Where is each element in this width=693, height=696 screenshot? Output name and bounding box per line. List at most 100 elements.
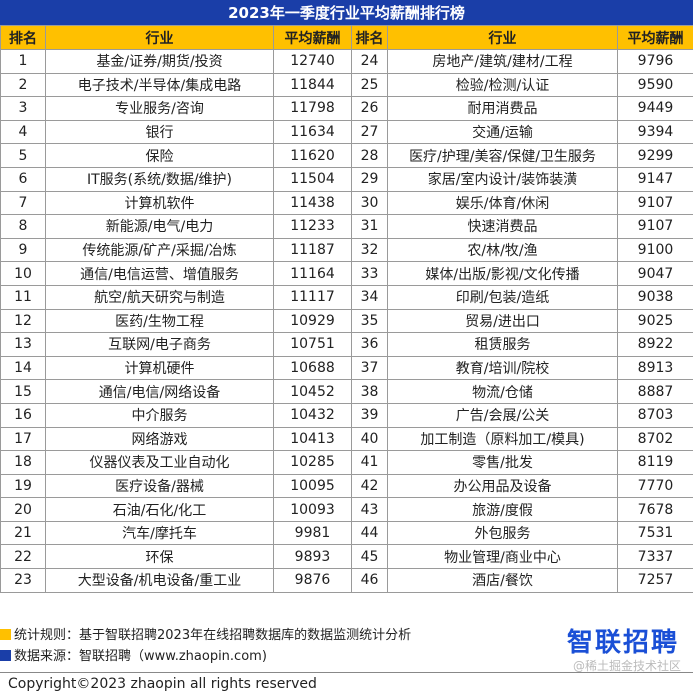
copyright: Copyright©2023 zhaopin all rights reserv…: [0, 672, 693, 695]
rank-cell-right: 24: [352, 50, 388, 74]
industry-cell-right: 农/林/牧/渔: [388, 238, 618, 262]
salary-cell-right: 9449: [618, 97, 693, 121]
industry-cell-right: 旅游/度假: [388, 498, 618, 522]
rank-cell-right: 46: [352, 569, 388, 593]
salary-cell-right: 8119: [618, 451, 693, 475]
rank-cell-right: 30: [352, 191, 388, 215]
rank-cell-left: 6: [1, 167, 46, 191]
rank-cell-left: 7: [1, 191, 46, 215]
industry-cell-right: 交通/运输: [388, 120, 618, 144]
industry-cell-left: 计算机软件: [46, 191, 274, 215]
rank-cell-left: 19: [1, 474, 46, 498]
rank-cell-right: 40: [352, 427, 388, 451]
salary-cell-right: 8702: [618, 427, 693, 451]
rank-cell-left: 20: [1, 498, 46, 522]
industry-cell-left: 医疗设备/器械: [46, 474, 274, 498]
industry-cell-left: 环保: [46, 545, 274, 569]
industry-cell-left: 大型设备/机电设备/重工业: [46, 569, 274, 593]
industry-cell-right: 广告/会展/公关: [388, 403, 618, 427]
industry-cell-left: 银行: [46, 120, 274, 144]
rank-cell-left: 9: [1, 238, 46, 262]
rank-cell-right: 38: [352, 380, 388, 404]
rank-cell-left: 18: [1, 451, 46, 475]
rank-cell-right: 44: [352, 521, 388, 545]
industry-cell-left: 保险: [46, 144, 274, 168]
industry-cell-left: 通信/电信/网络设备: [46, 380, 274, 404]
salary-cell-left: 11844: [274, 73, 352, 97]
industry-cell-right: 教育/培训/院校: [388, 356, 618, 380]
salary-cell-right: 9796: [618, 50, 693, 74]
rank-cell-left: 3: [1, 97, 46, 121]
industry-cell-left: 网络游戏: [46, 427, 274, 451]
salary-cell-left: 9876: [274, 569, 352, 593]
rank-cell-right: 28: [352, 144, 388, 168]
salary-cell-left: 12740: [274, 50, 352, 74]
salary-cell-right: 7257: [618, 569, 693, 593]
header-rank-right: 排名: [352, 26, 388, 50]
rank-cell-left: 4: [1, 120, 46, 144]
industry-cell-right: 租赁服务: [388, 333, 618, 357]
salary-cell-left: 11634: [274, 120, 352, 144]
header-salary-left: 平均薪酬: [274, 26, 352, 50]
rank-cell-right: 35: [352, 309, 388, 333]
industry-cell-right: 耐用消费品: [388, 97, 618, 121]
rank-cell-right: 26: [352, 97, 388, 121]
salary-cell-left: 10929: [274, 309, 352, 333]
industry-cell-right: 检验/检测/认证: [388, 73, 618, 97]
industry-cell-right: 房地产/建筑/建材/工程: [388, 50, 618, 74]
stat-rule-note: 统计规则：基于智联招聘2023年在线招聘数据库的数据监测统计分析: [0, 626, 411, 646]
salary-cell-left: 10688: [274, 356, 352, 380]
salary-cell-left: 10285: [274, 451, 352, 475]
rank-cell-right: 32: [352, 238, 388, 262]
salary-cell-left: 11187: [274, 238, 352, 262]
rank-cell-right: 33: [352, 262, 388, 286]
rank-cell-right: 37: [352, 356, 388, 380]
salary-cell-left: 11620: [274, 144, 352, 168]
salary-cell-left: 11438: [274, 191, 352, 215]
salary-cell-left: 10432: [274, 403, 352, 427]
industry-cell-right: 物业管理/商业中心: [388, 545, 618, 569]
salary-cell-left: 9893: [274, 545, 352, 569]
rank-cell-right: 42: [352, 474, 388, 498]
rank-cell-left: 8: [1, 215, 46, 239]
industry-cell-left: 计算机硬件: [46, 356, 274, 380]
salary-cell-right: 7678: [618, 498, 693, 522]
salary-cell-left: 11504: [274, 167, 352, 191]
zhaopin-logo: 智联招聘: [567, 622, 679, 659]
industry-cell-left: 互联网/电子商务: [46, 333, 274, 357]
rank-cell-right: 41: [352, 451, 388, 475]
salary-cell-right: 9100: [618, 238, 693, 262]
salary-cell-left: 10751: [274, 333, 352, 357]
salary-cell-right: 7770: [618, 474, 693, 498]
rank-cell-left: 12: [1, 309, 46, 333]
salary-cell-right: 8703: [618, 403, 693, 427]
salary-cell-right: 9107: [618, 215, 693, 239]
salary-cell-right: 9299: [618, 144, 693, 168]
salary-cell-left: 11164: [274, 262, 352, 286]
industry-cell-left: 新能源/电气/电力: [46, 215, 274, 239]
salary-cell-right: 8922: [618, 333, 693, 357]
rank-cell-right: 43: [352, 498, 388, 522]
industry-cell-left: 仪器仪表及工业自动化: [46, 451, 274, 475]
industry-cell-right: 外包服务: [388, 521, 618, 545]
industry-cell-right: 贸易/进出口: [388, 309, 618, 333]
rank-cell-left: 17: [1, 427, 46, 451]
industry-cell-right: 医疗/护理/美容/保健/卫生服务: [388, 144, 618, 168]
table-header-row: 排名 行业 平均薪酬 排名 行业 平均薪酬: [1, 26, 693, 50]
rank-cell-right: 39: [352, 403, 388, 427]
industry-cell-right: 家居/室内设计/装饰装潢: [388, 167, 618, 191]
